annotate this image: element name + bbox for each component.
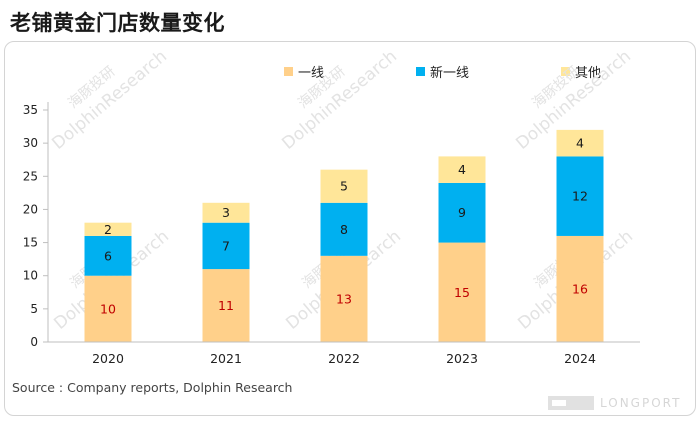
data-label-2020-0: 10 [100, 301, 116, 316]
data-label-2021-2: 3 [222, 205, 230, 220]
bar-segment-2021-1 [202, 222, 250, 270]
bar-segment-2021-0 [202, 269, 250, 342]
data-label-2024-1: 12 [572, 189, 588, 204]
source-note: Source : Company reports, Dolphin Resear… [12, 380, 293, 395]
x-axis: 2020 2021 2022 2023 2024 [48, 341, 640, 366]
y-tick-label: 25 [23, 169, 38, 183]
x-tick-label: 2022 [328, 351, 360, 366]
bar-segment-2020-2 [84, 222, 132, 236]
legend-item-tier1: 一线 [284, 62, 324, 81]
bar-segment-2023-2 [438, 156, 486, 183]
y-tick-label: 35 [23, 103, 38, 117]
bar-segment-2024-1 [556, 156, 604, 236]
y-tick-label: 10 [23, 269, 38, 283]
legend-item-new-tier1: 新一线 [416, 62, 469, 81]
x-tick-label: 2023 [446, 351, 478, 366]
bar-segment-2020-0 [84, 275, 132, 342]
bar-segment-2023-1 [438, 182, 486, 243]
data-label-2024-0: 16 [572, 281, 588, 296]
y-tick-label: 15 [23, 236, 38, 250]
longport-logo: LONGPORT [548, 394, 681, 412]
data-label-2023-1: 9 [458, 205, 466, 220]
legend-swatch-new-tier1 [416, 67, 425, 76]
bar-segment-2024-0 [556, 235, 604, 342]
bar-segment-2024-2 [556, 129, 604, 157]
data-label-2020-2: 2 [104, 222, 112, 237]
bars: 10 6 2 11 7 3 13 8 5 15 9 4 16 12 4 [84, 129, 604, 342]
bar-segment-2020-1 [84, 235, 132, 276]
data-label-2022-2: 5 [340, 179, 348, 194]
legend-label-tier1: 一线 [298, 66, 325, 81]
y-tick-label: 5 [30, 302, 38, 316]
data-label-2023-0: 15 [454, 285, 470, 300]
longport-wordmark: LONGPORT [600, 396, 682, 410]
legend-swatch-other [561, 67, 570, 76]
x-tick-label: 2024 [564, 351, 596, 366]
data-label-2022-1: 8 [340, 222, 348, 237]
bar-segment-2021-2 [202, 202, 250, 223]
bar-segment-2022-2 [320, 169, 368, 203]
chart-legend: 一线 新一线 其他 [0, 62, 700, 82]
legend-label-other: 其他 [575, 66, 602, 81]
data-label-2020-1: 6 [104, 248, 112, 263]
data-label-2024-2: 4 [576, 136, 584, 151]
legend-item-other: 其他 [561, 62, 601, 81]
y-tick-label: 20 [23, 202, 38, 216]
chart-border [4, 41, 696, 416]
bar-segment-2022-1 [320, 202, 368, 256]
bar-segment-2023-0 [438, 242, 486, 342]
data-label-2023-2: 4 [458, 162, 466, 177]
data-label-2022-0: 13 [336, 291, 352, 306]
y-axis: 0 5 10 15 20 25 30 35 [23, 102, 49, 349]
legend-swatch-tier1 [284, 67, 293, 76]
y-tick-label: 0 [30, 335, 38, 349]
data-label-2021-1: 7 [222, 238, 230, 253]
bar-segment-2022-0 [320, 255, 368, 342]
page-title: 老铺黄金门店数量变化 [10, 11, 225, 35]
data-label-2021-0: 11 [218, 298, 234, 313]
longport-mark-icon [548, 396, 594, 410]
x-tick-label: 2020 [92, 351, 124, 366]
legend-label-new-tier1: 新一线 [430, 66, 470, 81]
y-tick-label: 30 [23, 136, 38, 150]
x-tick-label: 2021 [210, 351, 242, 366]
